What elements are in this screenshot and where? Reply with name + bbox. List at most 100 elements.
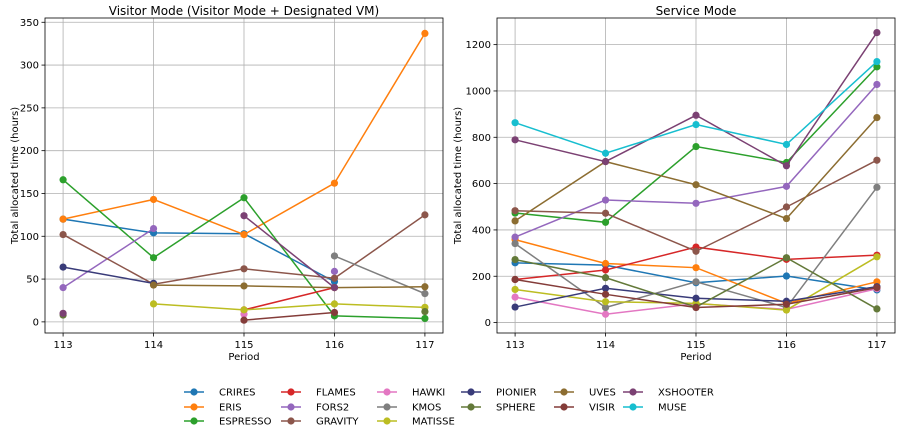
y-tick-label: 1000 bbox=[466, 86, 491, 97]
legend-item-hawki: HAWKI bbox=[377, 388, 445, 399]
data-point-eris bbox=[692, 264, 700, 272]
x-tick-label: 115 bbox=[234, 340, 253, 351]
legend-label: SPHERE bbox=[496, 403, 535, 414]
legend-item-xshooter: XSHOOTER bbox=[623, 388, 714, 399]
data-point-muse bbox=[782, 140, 791, 149]
series-eris bbox=[59, 29, 429, 239]
data-point-hawki bbox=[511, 293, 519, 301]
x-axis-label: Period bbox=[228, 352, 259, 363]
y-tick-label: 250 bbox=[20, 103, 39, 114]
legend-item-eris: ERIS bbox=[184, 403, 242, 414]
y-tick-label: 350 bbox=[20, 18, 39, 29]
series-xshooter bbox=[59, 212, 339, 317]
legend-item-espresso: ESPRESSO bbox=[184, 417, 272, 428]
data-point-xshooter bbox=[873, 28, 881, 37]
legend-marker bbox=[629, 388, 637, 396]
data-point-uves bbox=[149, 281, 158, 289]
legend-marker bbox=[190, 388, 198, 396]
data-point-sphere bbox=[511, 255, 519, 264]
x-tick-label: 113 bbox=[54, 340, 73, 351]
data-point-eris bbox=[240, 230, 248, 239]
axes-frame bbox=[496, 17, 896, 334]
y-tick-label: 0 bbox=[485, 318, 491, 329]
data-point-pionier bbox=[692, 294, 700, 302]
legend-label: UVES bbox=[589, 388, 616, 399]
legend: CRIRES ERIS ESPRESSO FLAMES FORS2 GRAVITY HAWK… bbox=[184, 388, 714, 428]
data-point-gravity bbox=[240, 265, 248, 273]
data-point-xshooter bbox=[330, 284, 339, 292]
x-tick-label: 117 bbox=[415, 340, 434, 351]
data-point-visir bbox=[873, 284, 881, 292]
y-tick-label: 50 bbox=[26, 275, 39, 286]
data-point-visir bbox=[511, 275, 519, 284]
chart-visitor-mode: 113 114 115 116 117 0 50 100 150 200 250 300 350 Visi… bbox=[10, 4, 444, 363]
data-point-uves bbox=[782, 214, 791, 223]
legend-marker bbox=[190, 403, 198, 411]
data-point-xshooter bbox=[692, 111, 700, 119]
x-tick-label: 114 bbox=[144, 340, 163, 351]
data-point-uves bbox=[240, 282, 248, 290]
legend-label: MATISSE bbox=[412, 417, 455, 428]
data-point-muse bbox=[601, 149, 610, 157]
data-point-espresso bbox=[692, 142, 700, 151]
y-axis-label: Total allocated time (hours) bbox=[10, 107, 21, 245]
data-point-fors2 bbox=[782, 182, 791, 190]
data-point-uves bbox=[421, 283, 429, 291]
legend-marker bbox=[287, 403, 295, 411]
chart-title: Service Mode bbox=[656, 4, 737, 18]
data-point-visir bbox=[782, 300, 791, 308]
legend-item-fors2: FORS2 bbox=[281, 403, 349, 414]
legend-label: FLAMES bbox=[316, 388, 356, 399]
legend-label: HAWKI bbox=[412, 388, 445, 399]
legend-item-pionier: PIONIER bbox=[461, 388, 537, 399]
data-point-xshooter bbox=[240, 212, 248, 220]
legend-marker bbox=[629, 403, 637, 411]
data-point-matisse bbox=[782, 306, 791, 314]
data-point-matisse bbox=[240, 306, 248, 314]
x-tick-label: 114 bbox=[596, 340, 615, 351]
y-tick-label: 100 bbox=[20, 232, 39, 243]
data-point-gravity bbox=[59, 230, 67, 239]
y-tick-label: 400 bbox=[472, 225, 491, 236]
legend-item-sphere: SPHERE bbox=[461, 403, 535, 414]
legend-item-flames: FLAMES bbox=[281, 388, 356, 399]
series-line-flames bbox=[243, 286, 335, 311]
data-point-pionier bbox=[59, 263, 67, 271]
series-uves bbox=[149, 281, 429, 292]
data-point-fors2 bbox=[873, 80, 881, 89]
data-point-espresso bbox=[59, 176, 67, 184]
data-point-kmos bbox=[692, 278, 700, 286]
legend-item-matisse: MATISSE bbox=[377, 417, 455, 428]
data-point-eris bbox=[421, 29, 429, 38]
legend-label: CRIRES bbox=[219, 388, 256, 399]
data-point-espresso bbox=[240, 194, 248, 202]
data-point-hawki bbox=[601, 310, 610, 318]
data-point-visir bbox=[240, 316, 248, 324]
data-point-pionier bbox=[601, 284, 610, 292]
x-tick-label: 117 bbox=[867, 340, 886, 351]
series-visir bbox=[240, 308, 339, 324]
data-point-pionier bbox=[511, 303, 519, 311]
series-line-matisse bbox=[153, 303, 425, 311]
legend-marker bbox=[287, 388, 295, 396]
data-point-visir bbox=[692, 303, 700, 312]
data-point-kmos bbox=[601, 303, 610, 312]
series-pionier bbox=[59, 263, 158, 287]
data-point-uves bbox=[692, 181, 700, 189]
legend-label: MUSE bbox=[658, 403, 687, 414]
legend-item-muse: MUSE bbox=[623, 403, 687, 414]
data-point-xshooter bbox=[601, 158, 610, 166]
legend-marker bbox=[287, 417, 295, 425]
data-point-gravity bbox=[421, 211, 429, 219]
data-point-eris bbox=[149, 195, 158, 204]
data-point-fors2 bbox=[692, 199, 700, 207]
axes-frame bbox=[44, 17, 444, 334]
series-fors2 bbox=[59, 224, 339, 292]
data-point-gravity bbox=[511, 207, 519, 215]
data-point-gravity bbox=[330, 274, 339, 282]
series-visir bbox=[511, 275, 881, 312]
legend-label: FORS2 bbox=[316, 403, 349, 414]
legend-marker bbox=[560, 388, 568, 396]
data-point-flames bbox=[601, 266, 610, 274]
series-muse bbox=[511, 57, 881, 157]
